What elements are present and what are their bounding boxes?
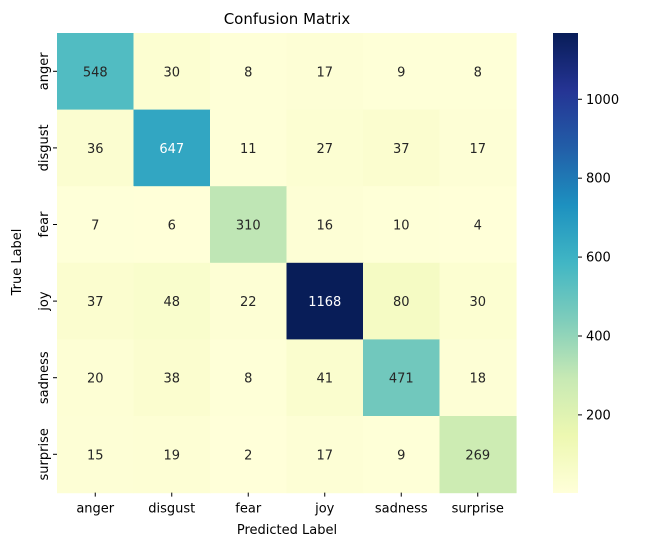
x-tick-label: joy [314,502,335,517]
cell-value-label: 20 [87,372,104,387]
y-tick-label: surprise [37,428,52,480]
cell-value-label: 16 [316,219,333,234]
cell-value-label: 37 [393,142,410,157]
y-tick-label: joy [37,291,52,312]
x-tick-label: disgust [148,502,195,517]
heatmap-cell [210,33,288,111]
x-axis-label: Predicted Label [237,523,337,538]
heatmap-cell [439,109,517,187]
heatmap-cell [133,186,211,264]
x-axis-ticks: anger disgust fear joy sadness surprise [76,492,504,517]
cell-value-label: 80 [393,295,410,310]
cell-value-label: 310 [236,219,261,234]
heatmap-cell [57,262,135,340]
cell-value-label: 647 [159,142,184,157]
heatmap-cell [57,33,135,111]
cell-value-label: 7 [91,219,99,234]
heatmap-cell [210,262,288,340]
x-tick-label: fear [235,502,262,517]
heatmap-cell [363,262,441,340]
cell-value-label: 471 [389,372,414,387]
cell-value-label: 22 [240,295,257,310]
colorbar-tick-label: 600 [586,251,611,266]
cell-value-label: 17 [316,65,333,80]
cell-value-label: 11 [240,142,257,157]
cell-value-label: 30 [163,65,180,80]
cell-value-label: 37 [87,295,104,310]
heatmap-cell [439,262,517,340]
cell-value-label: 17 [316,448,333,463]
heatmap-cell [57,109,135,187]
y-axis-label: True Label [10,229,25,297]
heatmap-cell [133,339,211,417]
heatmap-cell [210,109,288,187]
cell-value-label: 38 [163,372,180,387]
cell-value-label: 36 [87,142,104,157]
cell-value-label: 269 [465,448,490,463]
cell-value-label: 8 [474,65,482,80]
heatmap-cell [286,186,364,264]
cell-value-label: 15 [87,448,104,463]
heatmap-cell [133,262,211,340]
heatmap-cell [286,339,364,417]
cell-value-label: 6 [168,219,176,234]
heatmap-cell [439,339,517,417]
cell-value-label: 18 [469,372,486,387]
heatmap-cell [363,109,441,187]
cell-value-label: 1168 [308,295,341,310]
cell-value-label: 41 [316,372,333,387]
cell-value-label: 19 [163,448,180,463]
cell-value-label: 27 [316,142,333,157]
y-axis-ticks: anger disgust fear joy sadness surprise [37,52,57,480]
colorbar-tick-label: 400 [586,329,611,344]
x-tick-label: anger [76,502,114,517]
colorbar-tick-label: 1000 [586,93,619,108]
heatmap-cell [439,416,517,494]
cell-value-label: 8 [244,65,252,80]
heatmap-cell [363,33,441,111]
colorbar-tick-label: 800 [586,172,611,187]
colorbar-tick-label: 200 [586,408,611,423]
cell-value-label: 2 [244,448,252,463]
cell-value-label: 48 [163,295,180,310]
heatmap-cell [286,416,364,494]
cell-value-label: 9 [397,448,405,463]
colorbar-ticks: 200 400 600 800 1000 [578,93,619,423]
heatmap-cells [57,33,517,494]
heatmap-cell [210,416,288,494]
heatmap-cell [57,416,135,494]
cell-value-label: 30 [469,295,486,310]
heatmap-cell-labels: 548 30 8 17 9 8 36 647 11 27 37 17 7 6 310 16 10 4 37 48 22 1… [83,65,490,463]
heatmap-cell [133,416,211,494]
heatmap-cell [363,416,441,494]
heatmap-cell [439,186,517,264]
y-tick-label: disgust [37,124,52,171]
heatmap-cell [286,109,364,187]
cell-value-label: 10 [393,219,410,234]
heatmap-cell [286,33,364,111]
cell-value-label: 9 [397,65,405,80]
cell-value-label: 4 [474,219,482,234]
heatmap-cell [57,186,135,264]
heatmap-cell [439,33,517,111]
heatmap-cell [210,339,288,417]
heatmap-cell [210,186,288,264]
y-tick-label: anger [37,52,52,90]
heatmap-cell [286,262,364,340]
cell-value-label: 8 [244,372,252,387]
colorbar [553,33,578,493]
heatmap-cell [133,109,211,187]
x-tick-label: surprise [452,502,504,517]
chart-title: Confusion Matrix [224,10,351,28]
y-tick-label: sadness [37,351,52,404]
x-tick-label: sadness [375,502,428,517]
heatmap-cell [363,339,441,417]
cell-value-label: 17 [469,142,486,157]
y-tick-label: fear [37,211,52,238]
heatmap-cell [133,33,211,111]
cell-value-label: 548 [83,65,108,80]
heatmap-cell [363,186,441,264]
heatmap-cell [57,339,135,417]
